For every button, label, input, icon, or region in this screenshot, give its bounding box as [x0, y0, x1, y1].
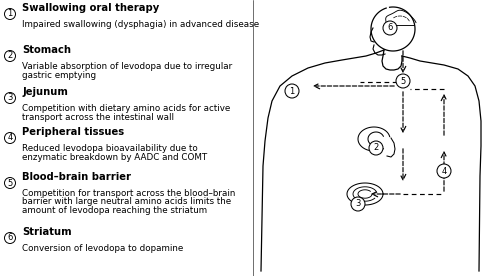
Text: 1: 1 — [8, 9, 12, 18]
Text: Impaired swallowing (dysphagia) in advanced disease: Impaired swallowing (dysphagia) in advan… — [22, 20, 259, 29]
Text: 3: 3 — [356, 200, 360, 208]
Text: 3: 3 — [8, 94, 12, 102]
Circle shape — [4, 177, 16, 189]
Circle shape — [396, 74, 410, 88]
Text: enzymatic breakdown by AADC and COMT: enzymatic breakdown by AADC and COMT — [22, 153, 208, 161]
Text: transport across the intestinal wall: transport across the intestinal wall — [22, 113, 174, 121]
Text: Blood–brain barrier: Blood–brain barrier — [22, 172, 131, 182]
Circle shape — [4, 9, 16, 20]
Text: Striatum: Striatum — [22, 227, 72, 237]
Text: 1: 1 — [290, 86, 294, 95]
Text: 4: 4 — [8, 134, 12, 142]
Text: amount of levodopa reaching the striatum: amount of levodopa reaching the striatum — [22, 206, 207, 215]
Circle shape — [351, 197, 365, 211]
Text: Conversion of levodopa to dopamine: Conversion of levodopa to dopamine — [22, 244, 183, 253]
Text: Peripheral tissues: Peripheral tissues — [22, 127, 124, 137]
Text: Competition with dietary amino acids for active: Competition with dietary amino acids for… — [22, 104, 230, 113]
Circle shape — [4, 132, 16, 144]
Circle shape — [437, 164, 451, 178]
Text: 4: 4 — [442, 166, 446, 176]
Circle shape — [383, 21, 397, 35]
Text: Competition for transport across the blood–brain: Competition for transport across the blo… — [22, 189, 236, 198]
Circle shape — [4, 51, 16, 62]
Circle shape — [369, 141, 383, 155]
Text: 2: 2 — [8, 52, 12, 60]
Text: 6: 6 — [8, 233, 12, 243]
Circle shape — [285, 84, 299, 98]
Text: Swallowing oral therapy: Swallowing oral therapy — [22, 3, 159, 13]
Text: Jejunum: Jejunum — [22, 87, 68, 97]
Text: Variable absorption of levodopa due to irregular: Variable absorption of levodopa due to i… — [22, 62, 232, 71]
Text: Stomach: Stomach — [22, 45, 71, 55]
Text: 2: 2 — [374, 144, 378, 153]
Circle shape — [4, 92, 16, 104]
Text: 5: 5 — [400, 76, 406, 86]
Text: barrier with large neutral amino acids limits the: barrier with large neutral amino acids l… — [22, 198, 231, 206]
Text: gastric emptying: gastric emptying — [22, 70, 96, 79]
Text: Reduced levodopa bioavailability due to: Reduced levodopa bioavailability due to — [22, 144, 198, 153]
Text: 6: 6 — [388, 23, 392, 33]
Circle shape — [4, 232, 16, 243]
Text: 5: 5 — [8, 179, 12, 187]
